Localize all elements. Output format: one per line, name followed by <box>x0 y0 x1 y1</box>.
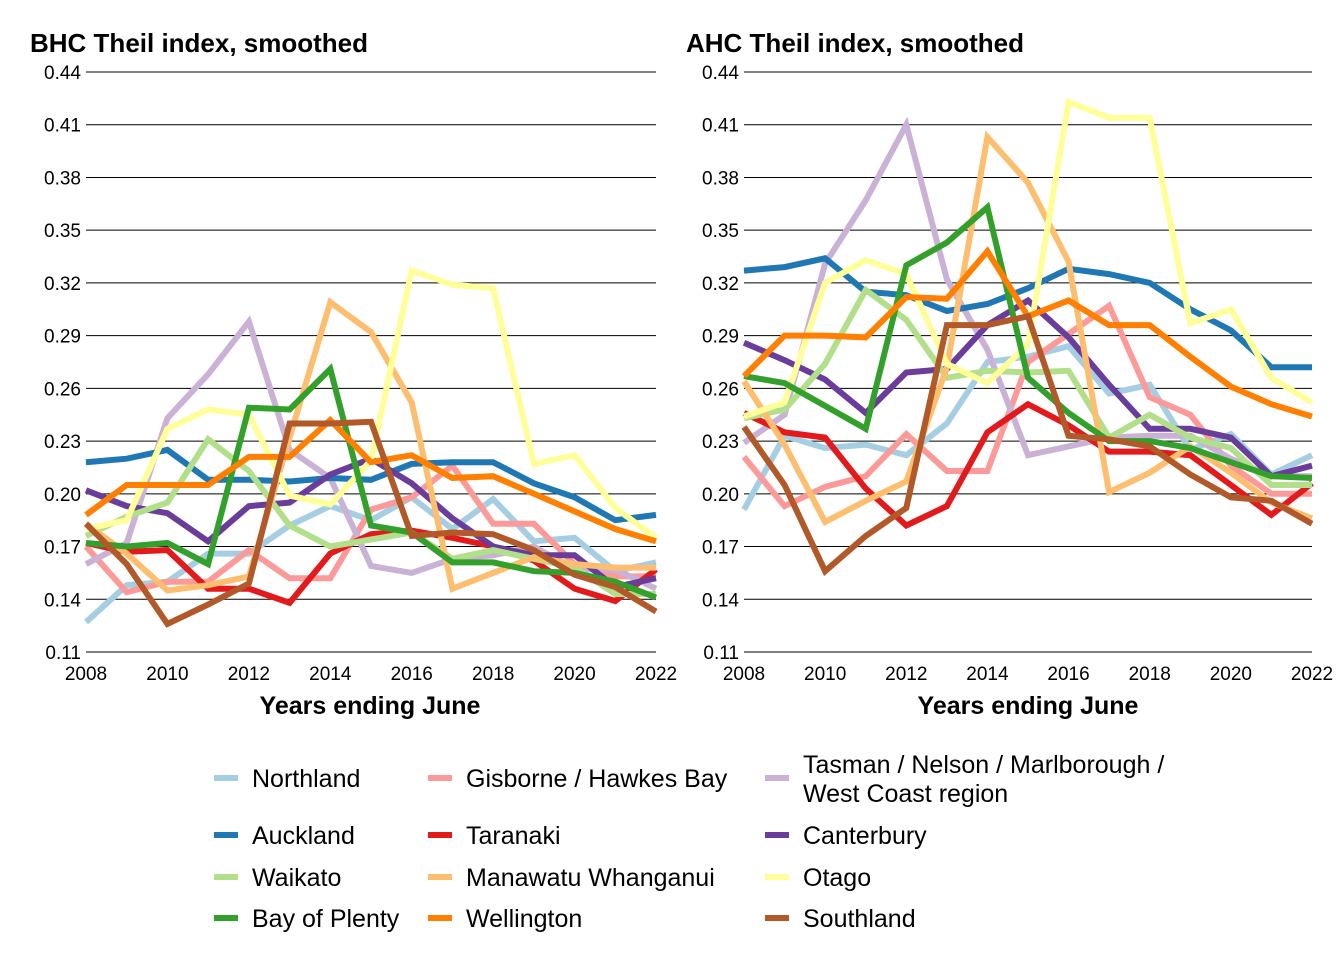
bhc-x-axis-label: Years ending June <box>260 692 481 720</box>
legend-label: Gisborne / Hawkes Bay <box>466 765 728 793</box>
legend-item-canterbury: Canterbury <box>765 822 927 850</box>
ahc-x-tick-label: 2008 <box>723 664 765 685</box>
ahc-series-taranaki <box>742 400 1314 530</box>
bhc-x-tick-label: 2016 <box>391 664 433 685</box>
legend-label: Tasman / Nelson / Marlborough / <box>803 751 1164 779</box>
bhc-series-manawatu-whanganui <box>84 297 656 594</box>
bhc-y-tick-label: 0.11 <box>45 643 81 664</box>
legend-label: Southland <box>803 905 916 933</box>
bhc-x-tick-label: 2022 <box>635 664 677 685</box>
legend-item-manawatu-whanganui: Manawatu Whanganui <box>428 864 715 892</box>
bhc-x-tick-label: 2008 <box>65 664 107 685</box>
ahc-y-tick-label: 0.23 <box>702 432 739 453</box>
ahc-series-otago <box>743 97 1314 420</box>
ahc-y-tick-label: 0.32 <box>702 274 739 295</box>
ahc-series-tasman-nelson-marlborough-west-coast-region <box>742 116 1312 480</box>
legend-item-northland: Northland <box>214 765 360 793</box>
legend-item-auckland: Auckland <box>214 822 355 850</box>
bhc-series-bay-of-plenty <box>85 363 658 601</box>
legend-item-bay-of-plenty: Bay of Plenty <box>214 905 400 933</box>
ahc-y-tick-label: 0.35 <box>702 221 739 242</box>
legend-label: Auckland <box>252 822 355 850</box>
bhc-y-tick-label: 0.29 <box>44 327 81 348</box>
bhc-y-tick-label: 0.17 <box>44 538 81 559</box>
ahc-series-bay-of-plenty <box>743 201 1313 481</box>
bhc-x-tick-label: 2014 <box>309 664 352 685</box>
legend-label: Bay of Plenty <box>252 905 400 933</box>
ahc-x-axis-ticks: 2008 2010 2012 2014 2016 2018 2020 2022 <box>723 664 1333 685</box>
bhc-series-southland <box>83 418 658 628</box>
ahc-y-tick-label: 0.38 <box>702 168 739 189</box>
bhc-y-tick-label: 0.26 <box>44 379 81 400</box>
bhc-y-tick-label: 0.38 <box>44 168 81 189</box>
legend-item-taranaki: Taranaki <box>428 822 561 850</box>
ahc-series-auckland <box>743 255 1312 371</box>
legend-item-waikato: Waikato <box>214 864 341 892</box>
ahc-series-canterbury <box>742 296 1313 480</box>
chart-legend: Northland Auckland Waikato Bay of Plenty Gis… <box>214 751 1164 933</box>
ahc-x-axis-label: Years ending June <box>918 692 1139 720</box>
bhc-series-wellington <box>84 415 657 545</box>
bhc-series-auckland <box>85 446 657 524</box>
bhc-y-tick-label: 0.41 <box>44 116 81 137</box>
bhc-gridlines <box>86 71 656 653</box>
legend-item-southland: Southland <box>765 905 916 933</box>
ahc-chart-title: AHC Theil index, smoothed <box>686 28 1024 58</box>
bhc-series-lines <box>83 266 658 628</box>
ahc-y-axis-ticks: 0.11 0.14 0.17 0.20 0.23 0.26 0.29 0.32 0.35 0.38… <box>702 63 739 664</box>
legend-item-tasman-nelson-marlborough-west-coast-region: Tasman / Nelson / Marlborough /West Coas… <box>765 751 1164 808</box>
ahc-y-tick-label: 0.41 <box>702 116 739 137</box>
ahc-y-tick-label: 0.11 <box>703 643 739 664</box>
bhc-x-tick-label: 2012 <box>228 664 270 685</box>
bhc-y-tick-label: 0.20 <box>44 485 81 506</box>
ahc-y-tick-label: 0.29 <box>702 327 739 348</box>
ahc-x-tick-label: 2010 <box>804 664 846 685</box>
ahc-y-tick-label: 0.26 <box>702 379 739 400</box>
ahc-y-tick-label: 0.14 <box>702 590 739 611</box>
ahc-y-tick-label: 0.20 <box>702 485 739 506</box>
bhc-chart-title: BHC Theil index, smoothed <box>30 28 368 58</box>
legend-item-wellington: Wellington <box>428 905 582 933</box>
bhc-y-axis-ticks: 0.11 0.14 0.17 0.20 0.23 0.26 0.29 0.32 0.35 0.38… <box>44 63 81 664</box>
bhc-y-tick-label: 0.14 <box>44 590 81 611</box>
ahc-series-lines <box>741 97 1314 577</box>
bhc-chart-panel: BHC Theil index, smoothed 0.110.140.170.… <box>30 28 677 720</box>
ahc-y-tick-label: 0.17 <box>702 538 739 559</box>
legend-label: Taranaki <box>466 822 561 850</box>
legend-label: Manawatu Whanganui <box>466 864 715 892</box>
legend-label: Northland <box>252 765 360 793</box>
bhc-x-tick-label: 2020 <box>553 664 595 685</box>
legend-label: Otago <box>803 864 871 892</box>
legend-label: West Coast region <box>803 780 1008 808</box>
ahc-x-tick-label: 2016 <box>1047 664 1089 685</box>
legend-label: Canterbury <box>803 822 927 850</box>
bhc-y-tick-label: 0.32 <box>44 274 81 295</box>
ahc-x-tick-label: 2020 <box>1210 664 1252 685</box>
ahc-y-tick-label: 0.44 <box>702 63 739 84</box>
bhc-y-tick-label: 0.35 <box>44 221 81 242</box>
ahc-series-northland <box>741 342 1314 512</box>
ahc-series-southland <box>741 312 1314 577</box>
legend-label: Wellington <box>466 905 582 933</box>
bhc-y-tick-label: 0.44 <box>44 63 81 84</box>
bhc-series-gisborne-hawkes-bay <box>83 461 656 596</box>
bhc-x-tick-label: 2018 <box>472 664 514 685</box>
ahc-x-tick-label: 2018 <box>1129 664 1171 685</box>
legend-label: Waikato <box>252 864 341 892</box>
bhc-y-tick-label: 0.23 <box>44 432 81 453</box>
ahc-series-manawatu-whanganui <box>741 130 1314 526</box>
legend-item-gisborne-hawkes-bay: Gisborne / Hawkes Bay <box>428 765 728 793</box>
ahc-x-tick-label: 2012 <box>885 664 927 685</box>
bhc-x-axis-ticks: 2008 2010 2012 2014 2016 2018 2020 2022 <box>65 664 677 685</box>
ahc-chart-panel: AHC Theil index, smoothed 0.110.140.170.… <box>686 28 1333 720</box>
ahc-x-tick-label: 2014 <box>966 664 1009 685</box>
bhc-x-tick-label: 2010 <box>146 664 188 685</box>
bhc-series-taranaki <box>85 527 658 607</box>
legend-item-otago: Otago <box>765 864 871 892</box>
ahc-x-tick-label: 2022 <box>1291 664 1333 685</box>
